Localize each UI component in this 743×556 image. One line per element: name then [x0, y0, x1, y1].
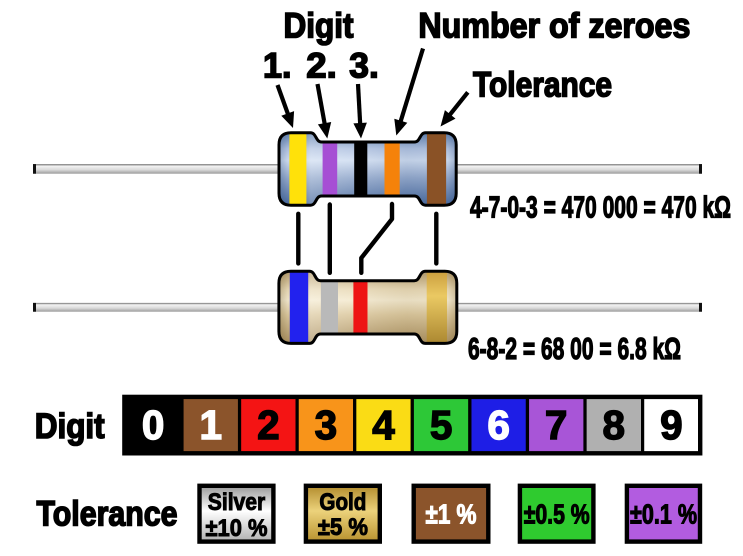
- svg-text:±10 %: ±10 %: [206, 515, 268, 542]
- svg-text:9: 9: [660, 402, 683, 448]
- svg-text:Number of zeroes: Number of zeroes: [418, 7, 690, 46]
- svg-text:1.: 1.: [263, 47, 292, 86]
- svg-text:Gold: Gold: [319, 489, 366, 516]
- svg-text:2.: 2.: [306, 47, 337, 86]
- svg-text:1: 1: [200, 402, 223, 448]
- svg-text:5: 5: [430, 402, 453, 448]
- svg-text:6-8-2 = 68 00 = 6.8 kΩ: 6-8-2 = 68 00 = 6.8 kΩ: [468, 331, 681, 366]
- svg-text:3.: 3.: [349, 47, 379, 86]
- svg-text:4: 4: [372, 402, 395, 448]
- svg-text:Tolerance: Tolerance: [473, 66, 612, 105]
- svg-text:Tolerance: Tolerance: [37, 495, 178, 534]
- svg-text:±0.1 %: ±0.1 %: [630, 499, 697, 530]
- svg-text:8: 8: [603, 402, 626, 448]
- svg-text:6: 6: [487, 402, 510, 448]
- svg-text:Silver: Silver: [208, 489, 266, 516]
- svg-text:3: 3: [315, 402, 338, 448]
- svg-text:±1 %: ±1 %: [426, 499, 477, 530]
- svg-text:0: 0: [142, 402, 165, 448]
- svg-text:2: 2: [257, 402, 280, 448]
- svg-text:4-7-0-3 = 470 000 = 470 kΩ: 4-7-0-3 = 470 000 = 470 kΩ: [470, 189, 731, 224]
- svg-text:Digit: Digit: [284, 6, 354, 45]
- svg-text:Digit: Digit: [35, 407, 105, 446]
- svg-text:±5 %: ±5 %: [318, 514, 368, 541]
- svg-text:7: 7: [545, 402, 568, 448]
- svg-text:±0.5 %: ±0.5 %: [524, 499, 590, 530]
